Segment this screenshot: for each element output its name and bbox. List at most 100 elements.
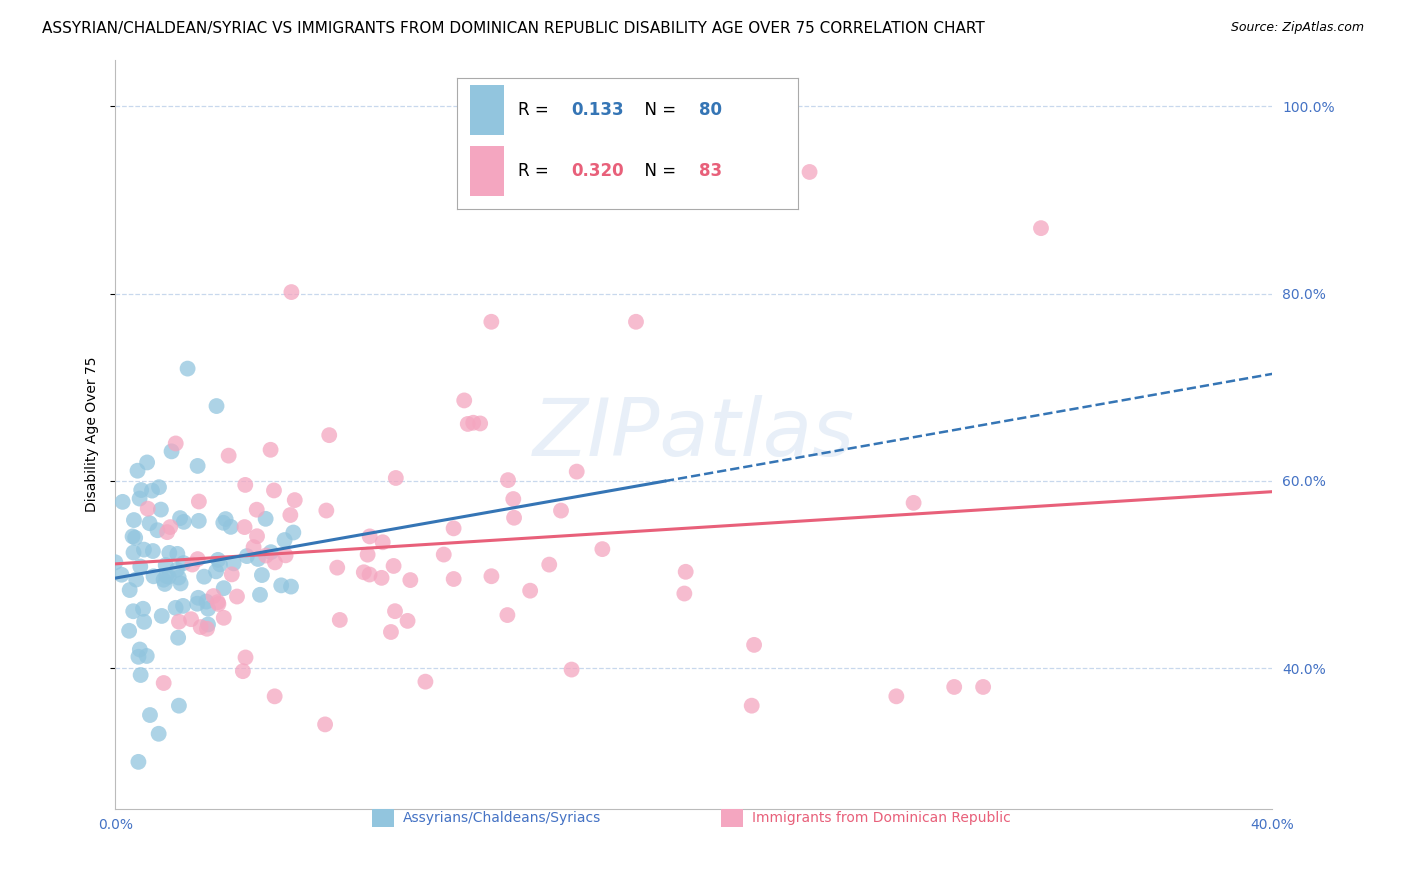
Point (186, 597, 208, 611)
Point (156, 525, 179, 540)
Point (673, 586, 696, 600)
Point (193, 569, 215, 583)
Point (283, 525, 305, 540)
Text: ZIPatlas: ZIPatlas (533, 395, 855, 473)
Point (127, 464, 149, 478)
Point (384, 604, 406, 618)
Point (190, 620, 212, 634)
Point (260, 545, 283, 559)
Point (264, 555, 287, 569)
Point (280, 580, 302, 594)
Point (176, 361, 198, 376)
Point (118, 624, 141, 638)
Point (453, 393, 475, 408)
Y-axis label: Disability Age Over 75: Disability Age Over 75 (86, 357, 100, 512)
Point (356, 548, 378, 562)
Point (741, 698, 763, 713)
Point (226, 590, 249, 604)
Point (259, 442, 281, 457)
Point (468, 417, 491, 431)
Point (207, 595, 229, 609)
Point (205, 565, 228, 579)
Point (207, 553, 229, 567)
Point (132, 601, 155, 615)
Point (212, 516, 235, 530)
Point (624, 315, 647, 329)
Point (166, 563, 188, 577)
Point (167, 698, 190, 713)
Point (142, 569, 165, 583)
Point (249, 588, 271, 602)
Point (172, 599, 194, 613)
Point (246, 529, 269, 543)
Point (127, 755, 149, 769)
Point (943, 680, 966, 694)
Point (169, 511, 191, 525)
Point (110, 567, 132, 582)
Text: Assyrians/Chaldeans/Syriacs: Assyrians/Chaldeans/Syriacs (402, 811, 602, 825)
Point (132, 542, 155, 557)
Point (118, 582, 141, 597)
Point (153, 577, 176, 591)
Point (382, 558, 405, 573)
Point (187, 591, 209, 605)
Point (195, 594, 218, 608)
Point (903, 496, 925, 510)
Point (443, 521, 465, 535)
Point (122, 513, 145, 527)
Point (236, 549, 259, 563)
Point (148, 480, 170, 494)
Point (111, 495, 134, 509)
Point (399, 573, 422, 587)
Point (280, 508, 302, 522)
Point (121, 529, 143, 543)
Point (150, 609, 173, 624)
Point (146, 523, 169, 537)
Point (250, 568, 273, 582)
Point (169, 576, 191, 591)
Point (591, 542, 613, 557)
Point (122, 604, 145, 618)
Text: ASSYRIAN/CHALDEAN/SYRIAC VS IMMIGRANTS FROM DOMINICAN REPUBLIC DISABILITY AGE OV: ASSYRIAN/CHALDEAN/SYRIAC VS IMMIGRANTS F… (42, 21, 986, 36)
Point (155, 569, 177, 583)
Point (481, 569, 503, 583)
Point (136, 455, 159, 469)
Point (138, 516, 160, 531)
Point (135, 648, 157, 663)
Point (221, 567, 243, 582)
Point (128, 491, 150, 506)
Point (799, 165, 821, 179)
Point (129, 559, 152, 574)
Point (742, 638, 765, 652)
Point (195, 622, 218, 636)
Point (128, 642, 150, 657)
Point (550, 503, 572, 517)
Point (159, 520, 181, 534)
Point (457, 417, 479, 431)
Point (371, 535, 394, 549)
Point (280, 285, 302, 299)
Point (886, 690, 908, 704)
Point (538, 558, 561, 572)
Point (141, 483, 163, 498)
Point (167, 570, 190, 584)
Point (149, 502, 172, 516)
Point (274, 549, 297, 563)
Point (167, 631, 190, 645)
Point (208, 558, 231, 572)
Point (254, 549, 277, 563)
Point (139, 708, 162, 723)
Point (187, 494, 209, 508)
Point (232, 664, 254, 678)
Point (214, 512, 236, 526)
Point (246, 552, 269, 566)
Point (370, 571, 392, 585)
Point (197, 601, 219, 615)
Point (187, 458, 209, 473)
Point (219, 520, 242, 534)
Point (561, 663, 583, 677)
Point (165, 436, 187, 450)
Point (233, 520, 256, 534)
Point (129, 668, 152, 682)
Point (212, 581, 235, 595)
